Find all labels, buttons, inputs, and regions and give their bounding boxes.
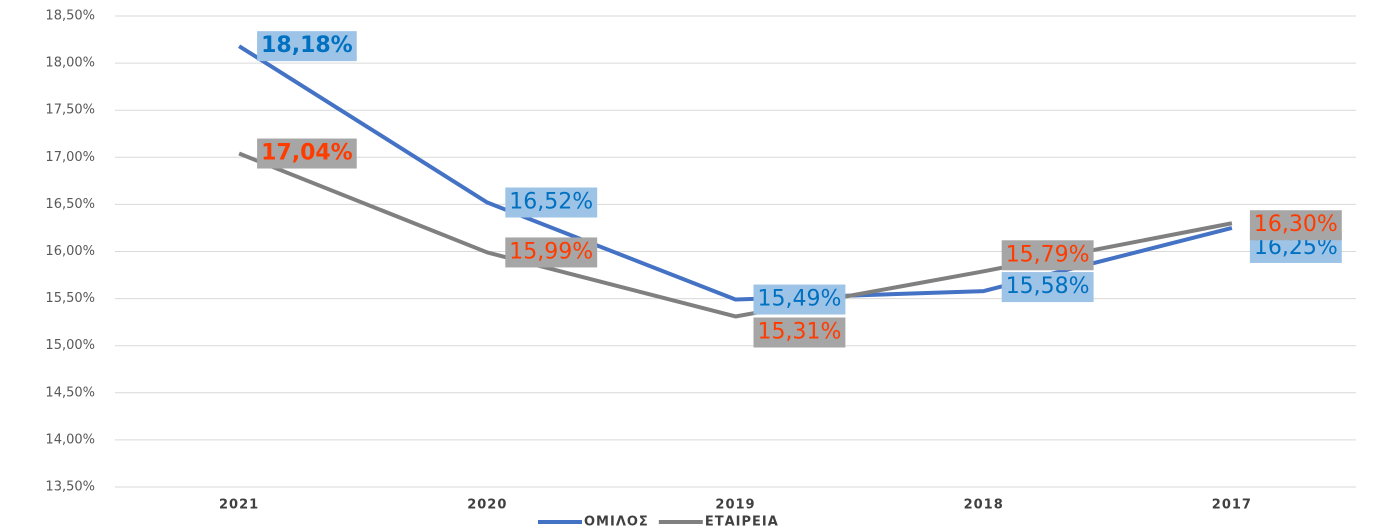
y-tick-label: 14,50% [45,385,95,400]
data-label: 18,18% [257,31,357,62]
data-label-text: 15,31% [758,319,842,344]
x-tick-label: 2018 [964,498,1004,513]
data-label-text: 16,30% [1254,212,1338,237]
y-tick-label: 15,00% [45,338,95,353]
data-label-text: 15,79% [1006,242,1090,267]
data-label: 16,52% [505,187,598,218]
data-label: 15,79% [1001,240,1094,271]
x-tick-label: 2021 [219,498,259,513]
data-label-box [257,138,357,169]
data-label-box [1001,272,1094,303]
data-label-box [1249,210,1342,241]
y-tick-label: 16,50% [45,197,95,212]
data-label-box [753,317,846,348]
data-label-box [1001,240,1094,271]
x-tick-label: 2017 [1212,498,1252,513]
data-label-box [753,284,846,315]
data-label-text: 16,52% [509,190,593,215]
data-label-box [505,187,598,218]
data-label: 15,99% [505,237,598,268]
data-label-box [257,31,357,62]
y-tick-label: 17,00% [45,150,95,165]
y-tick-label: 18,00% [45,56,95,71]
legend-label: ΟΜΙΛΟΣ [584,515,649,530]
y-tick-label: 13,50% [45,480,95,495]
data-label-text: 17,04% [261,141,353,166]
x-tick-label: 2019 [715,498,755,513]
data-label: 15,31% [753,317,846,348]
y-tick-label: 18,50% [45,9,95,24]
data-label: 15,49% [753,284,846,315]
data-label-text: 15,58% [1006,274,1090,299]
y-tick-label: 14,00% [45,432,95,447]
y-tick-label: 16,00% [45,244,95,259]
data-label-text: 15,49% [758,287,842,312]
data-label-text: 18,18% [261,33,353,58]
data-label: 16,30% [1249,210,1342,241]
y-tick-label: 15,50% [45,291,95,306]
data-label-text: 15,99% [509,239,593,264]
data-label: 15,58% [1001,272,1094,303]
data-label: 17,04% [257,138,357,169]
x-tick-label: 2020 [467,498,507,513]
y-tick-label: 17,50% [45,103,95,118]
legend-label: ΕΤΑΙΡΕΙΑ [705,515,779,530]
data-label-box [505,237,598,268]
